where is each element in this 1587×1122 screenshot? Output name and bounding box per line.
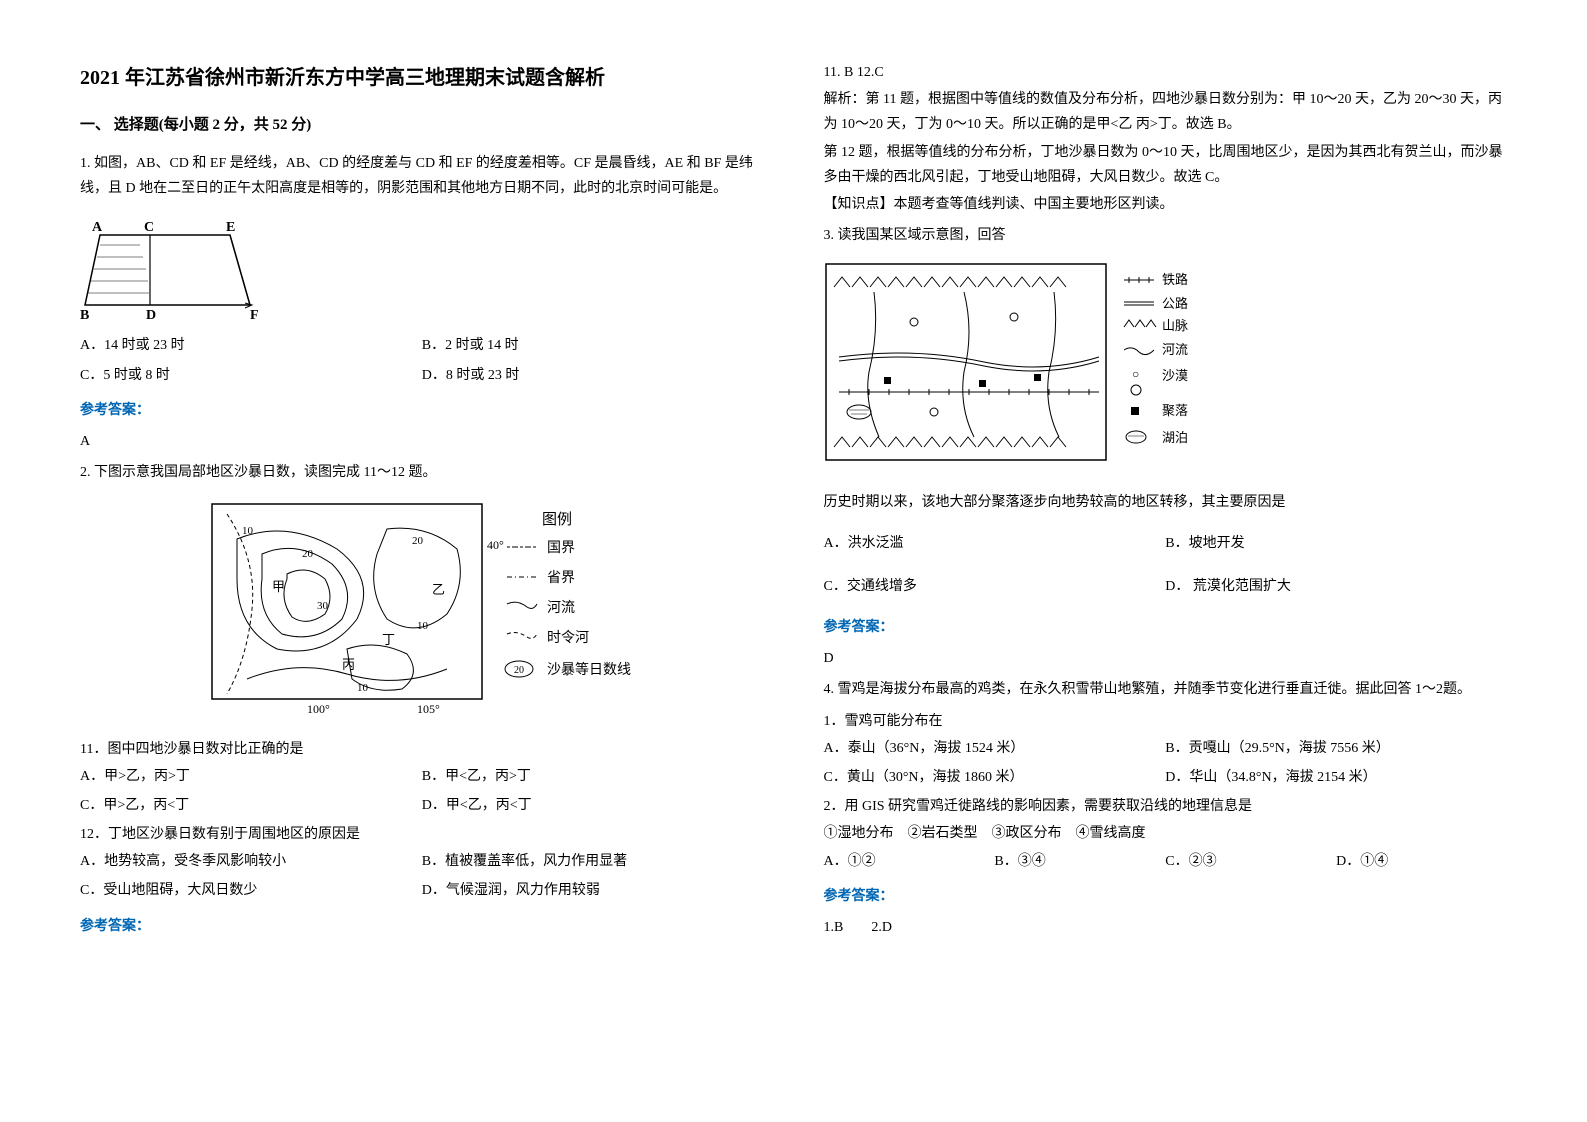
legend-desert: 沙漠 [1162,368,1188,383]
q3-figure: 铁路 公路 山脉 河流 沙漠 ○ 聚落 湖泊 [824,262,1508,471]
label-10b: 10 [417,620,429,632]
q12-optB: B．植被覆盖率低，风力作用显著 [422,849,764,874]
label-bing: 丙 [342,657,355,672]
q3-stem: 3. 读我国某区域示意图，回答 [824,223,1508,248]
label-10c: 10 [357,682,369,694]
label-20a: 20 [412,535,424,547]
q3-optD: D． 荒漠化范围扩大 [1165,574,1507,599]
q3-optC: C．交通线增多 [824,574,1166,599]
q4-2-optD: D．①④ [1336,849,1507,874]
q4-1-optB: B．贡嘎山（29.5°N，海拔 7556 米） [1165,736,1507,761]
q3-row1: A．洪水泛滥 B．坡地开发 [824,531,1508,556]
q4-1-stem: 1．雪鸡可能分布在 [824,709,1508,734]
q3-optB: B．坡地开发 [1165,531,1507,556]
legend-river: 河流 [1162,342,1188,357]
label-E: E [226,220,235,235]
legend-mountain: 山脉 [1162,318,1188,333]
q1-stem: 1. 如图，AB、CD 和 EF 是经线，AB、CD 的经度差与 CD 和 EF… [80,151,764,201]
legend-road: 公路 [1162,296,1188,311]
q4-1-optC: C．黄山（30°N，海拔 1860 米） [824,765,1166,790]
q12-row1: A．地势较高，受冬季风影响较小 B．植被覆盖率低，风力作用显著 [80,849,764,874]
label-yi: 乙 [432,582,445,597]
q1-options-row2: C．5 时或 8 时 D．8 时或 23 时 [80,363,764,388]
label-ding: 丁 [382,632,395,647]
label-C: C [144,220,154,235]
q2-ans-line4: 【知识点】本题考查等值线判读、中国主要地形区判读。 [824,192,1508,217]
q3-optA: A．洪水泛滥 [824,531,1166,556]
legend-shilinghe: 时令河 [547,630,589,646]
q11-optB: B．甲<乙，丙>丁 [422,764,764,789]
label-105: 105° [417,702,440,716]
q1-optB: B．2 时或 14 时 [422,333,764,358]
q11-optA: A．甲>乙，丙>丁 [80,764,422,789]
label-jia: 甲 [272,579,285,594]
q1-optA: A．14 时或 23 时 [80,333,422,358]
legend-guojie: 国界 [547,541,575,556]
legend-title: 图例 [542,511,572,528]
q1-figure: A C E B D F [80,215,764,325]
q4-answer: 1.B 2.D [824,915,1508,940]
legend-contourval: 20 [514,665,524,676]
q12-optA: A．地势较高，受冬季风影响较小 [80,849,422,874]
q4-1-optA: A．泰山（36°N，海拔 1524 米） [824,736,1166,761]
q12-row2: C．受山地阻碍，大风日数少 D．气候湿润，风力作用较弱 [80,878,764,903]
q2-ans-line1: 11. B 12.C [824,60,1508,85]
q11-optD: D．甲<乙，丙<丁 [422,793,764,818]
legend-heliu: 河流 [547,600,575,616]
q4-2-line: ①湿地分布 ②岩石类型 ③政区分布 ④雪线高度 [824,821,1508,846]
q12-optC: C．受山地阻碍，大风日数少 [80,878,422,903]
legend-shengjie: 省界 [547,570,575,586]
label-10a: 10 [242,525,254,537]
right-column: 11. B 12.C 解析：第 11 题，根据图中等值线的数值及分布分析，四地沙… [824,60,1508,1062]
q2-stem: 2. 下图示意我国局部地区沙暴日数，读图完成 11～12 题。 [80,460,764,485]
q4-1-row2: C．黄山（30°N，海拔 1860 米） D．华山（34.8°N，海拔 2154… [824,765,1508,790]
label-30: 30 [317,600,329,612]
q4-2-stem: 2．用 GIS 研究雪鸡迁徙路线的影响因素，需要获取沿线的地理信息是 [824,794,1508,819]
q3-substem: 历史时期以来，该地大部分聚落逐步向地势较高的地区转移，其主要原因是 [824,490,1508,515]
label-40: 40° [487,538,504,552]
label-B: B [80,308,89,323]
legend-rail: 铁路 [1162,272,1188,287]
q3-row2: C．交通线增多 D． 荒漠化范围扩大 [824,574,1508,599]
q1-answer: A [80,429,764,454]
q3-answer-label: 参考答案： [824,615,1508,640]
q11-stem: 11．图中四地沙暴日数对比正确的是 [80,737,764,762]
q3-answer: D [824,646,1508,671]
q4-2-optA: A．①② [824,849,995,874]
label-100: 100° [307,702,330,716]
left-column: 2021 年江苏省徐州市新沂东方中学高三地理期末试题含解析 一、 选择题(每小题… [80,60,764,1062]
q1-answer-label: 参考答案： [80,398,764,423]
q12-optD: D．气候湿润，风力作用较弱 [422,878,764,903]
legend-shabao: 沙暴等日数线 [547,661,631,678]
q1-optC: C．5 时或 8 时 [80,363,422,388]
label-20b: 20 [302,548,314,560]
q11-row2: C．甲>乙，丙<丁 D．甲<乙，丙<丁 [80,793,764,818]
q1-optD: D．8 时或 23 时 [422,363,764,388]
q1-options-row1: A．14 时或 23 时 B．2 时或 14 时 [80,333,764,358]
legend-settlement: 聚落 [1162,403,1188,418]
q4-2-row: A．①② B．③④ C．②③ D．①④ [824,849,1508,874]
legend-lake: 湖泊 [1162,430,1188,445]
q2-ans-line2: 解析：第 11 题，根据图中等值线的数值及分布分析，四地沙暴日数分别为：甲 10… [824,87,1508,137]
legend-desert-o: ○ [1132,367,1139,381]
label-D: D [146,308,156,323]
q4-stem: 4. 雪鸡是海拔分布最高的鸡类，在永久积雪带山地繁殖，并随季节变化进行垂直迁徙。… [824,677,1508,702]
q2-figure: 甲 乙 丙 丁 10 20 20 30 10 10 40° 100° 105° … [80,499,764,728]
q12-stem: 12．丁地区沙暴日数有别于周围地区的原因是 [80,822,764,847]
label-A: A [92,220,103,235]
section-heading: 一、 选择题(每小题 2 分，共 52 分) [80,112,764,139]
q4-1-row1: A．泰山（36°N，海拔 1524 米） B．贡嘎山（29.5°N，海拔 755… [824,736,1508,761]
q2-ans-line3: 第 12 题，根据等值线的分布分析，丁地沙暴日数为 0～10 天，比周围地区少，… [824,140,1508,190]
page-title: 2021 年江苏省徐州市新沂东方中学高三地理期末试题含解析 [80,60,764,96]
label-F: F [250,308,259,323]
q4-2-optC: C．②③ [1165,849,1336,874]
q11-optC: C．甲>乙，丙<丁 [80,793,422,818]
q4-2-optB: B．③④ [994,849,1165,874]
q4-answer-label: 参考答案： [824,884,1508,909]
q4-1-optD: D．华山（34.8°N，海拔 2154 米） [1165,765,1507,790]
q2-answer-label: 参考答案： [80,914,764,939]
q11-row1: A．甲>乙，丙>丁 B．甲<乙，丙>丁 [80,764,764,789]
